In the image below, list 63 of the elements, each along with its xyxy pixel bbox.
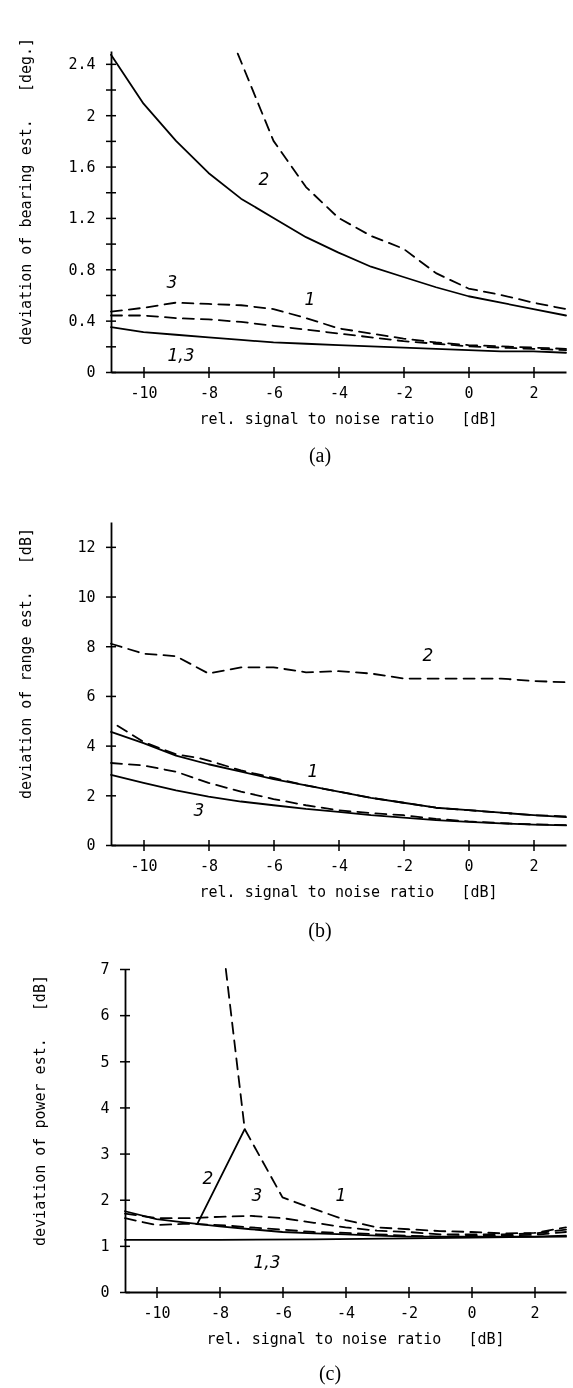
x-tick-label: -6	[273, 1303, 293, 1322]
y-axis-title: deviation of range est. [dB]	[17, 528, 35, 799]
x-tick-label: -2	[394, 856, 414, 875]
x-tick-label: -8	[199, 383, 219, 402]
x-tick-label: -8	[210, 1303, 230, 1322]
y-tick-label: 1	[100, 1237, 110, 1256]
y-tick-label: 0.4	[68, 311, 96, 330]
x-tick-label: -6	[264, 383, 284, 402]
x-tick-label: 2	[529, 856, 539, 875]
y-tick-label: 0	[86, 836, 96, 855]
y-tick-label: 4	[100, 1098, 110, 1117]
x-tick-label: -2	[394, 383, 414, 402]
y-tick-label: 2	[86, 106, 96, 125]
y-tick-label: 3	[100, 1144, 110, 1163]
x-tick-label: -2	[399, 1303, 419, 1322]
y-tick-label: 1.2	[68, 209, 96, 228]
y-tick-label: 6	[86, 687, 96, 706]
y-tick-label: 6	[100, 1006, 110, 1025]
x-tick-label: -4	[329, 383, 349, 402]
annotation: 2	[258, 169, 270, 189]
y-tick-label: 2	[100, 1191, 110, 1210]
x-tick-label: -6	[264, 856, 284, 875]
y-tick-label: 2	[86, 786, 96, 805]
y-tick-label: 0	[100, 1283, 110, 1302]
text: (b)	[308, 919, 332, 942]
y-tick-label: 0	[86, 363, 96, 382]
y-tick-label: 5	[100, 1052, 110, 1071]
annotation: 3	[166, 272, 178, 292]
x-axis-title: rel. signal to noise ratio [dB]	[199, 883, 498, 901]
x-tick-label: -10	[130, 856, 158, 875]
annotation: 2	[202, 1168, 214, 1188]
y-tick-label: 10	[77, 587, 96, 606]
annotation: 1	[304, 289, 316, 309]
x-tick-label: -10	[143, 1303, 171, 1322]
annotation: 1	[335, 1185, 347, 1205]
annotation: 1,3	[253, 1252, 281, 1272]
y-tick-label: 12	[77, 538, 96, 557]
x-tick-label: -4	[329, 856, 349, 875]
x-tick-label: 2	[530, 1303, 540, 1322]
y-axis-title: deviation of power est. [dB]	[31, 975, 49, 1246]
x-tick-label: 0	[464, 856, 474, 875]
y-axis-title: deviation of bearing est. [deg.]	[17, 37, 35, 346]
y-tick-label: 2.4	[68, 55, 96, 74]
x-tick-label: 0	[467, 1303, 477, 1322]
text: (a)	[308, 444, 332, 467]
annotation: 1,3	[167, 345, 195, 365]
x-tick-label: -4	[336, 1303, 356, 1322]
y-tick-label: 0.8	[68, 260, 96, 279]
annotation: 1	[307, 761, 319, 781]
annotation: 3	[251, 1185, 263, 1205]
x-tick-label: 2	[529, 383, 539, 402]
annotation: 3	[193, 800, 205, 820]
annotation: 2	[422, 645, 434, 665]
y-tick-label: 1.6	[68, 157, 96, 176]
x-axis-title: rel. signal to noise ratio [dB]	[206, 1330, 505, 1348]
y-tick-label: 8	[86, 637, 96, 656]
y-tick-label: 7	[100, 960, 110, 979]
x-axis-title: rel. signal to noise ratio [dB]	[199, 410, 498, 428]
x-tick-label: 0	[464, 383, 474, 402]
x-tick-label: -10	[130, 383, 158, 402]
text: (c)	[318, 1362, 342, 1385]
y-tick-label: 4	[86, 736, 96, 755]
x-tick-label: -8	[199, 856, 219, 875]
